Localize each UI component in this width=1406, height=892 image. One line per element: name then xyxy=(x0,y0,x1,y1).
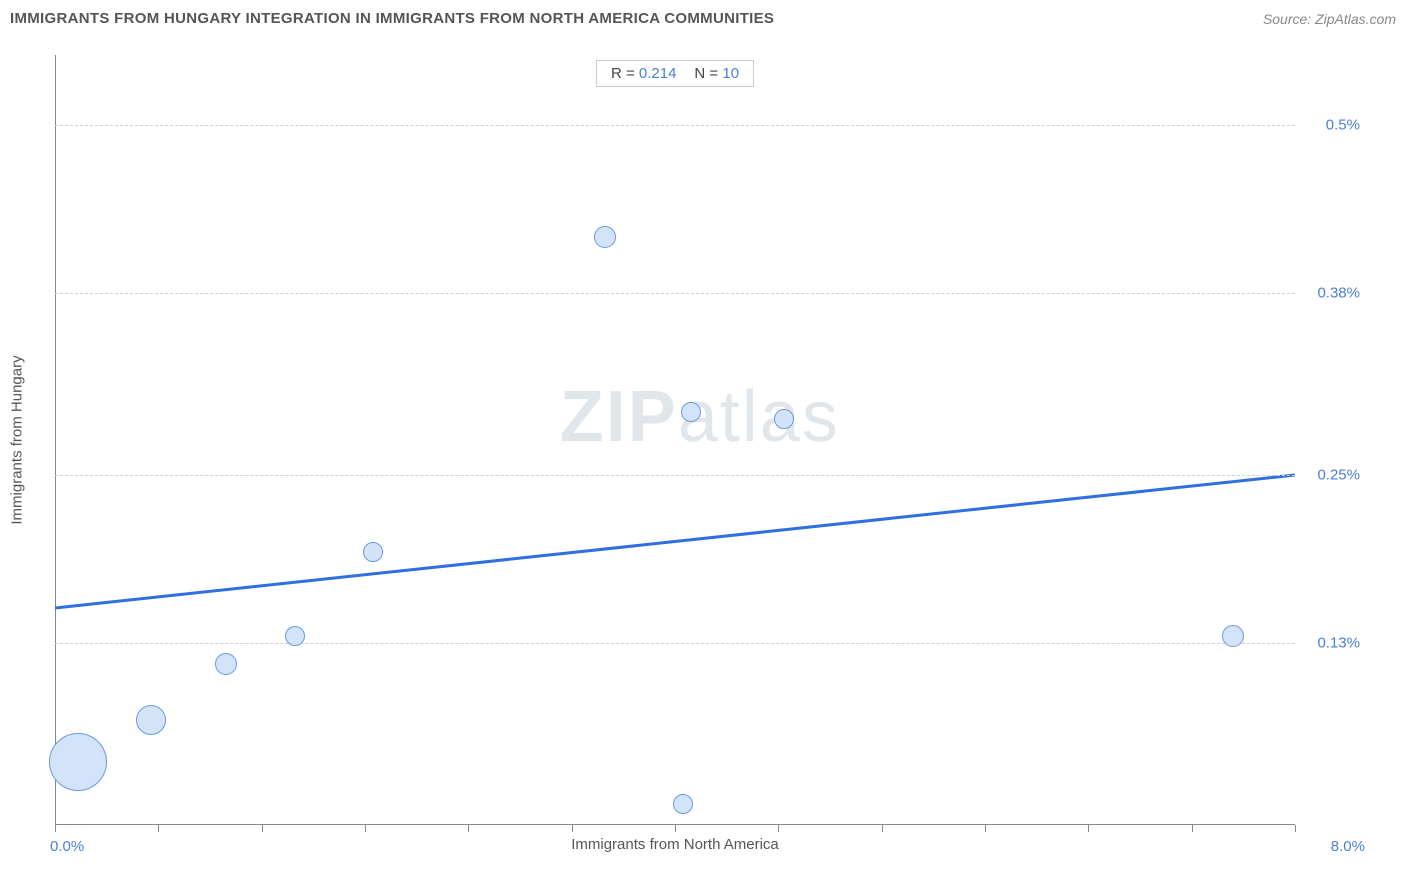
x-tick xyxy=(1192,825,1193,832)
x-tick xyxy=(882,825,883,832)
trendline xyxy=(55,55,1295,825)
watermark-bold: ZIP xyxy=(560,377,678,457)
gridline xyxy=(55,643,1295,644)
x-max-label: 8.0% xyxy=(1331,838,1365,855)
gridline xyxy=(55,293,1295,294)
x-tick xyxy=(55,825,56,832)
y-axis-line xyxy=(55,55,56,825)
x-tick xyxy=(572,825,573,832)
chart-header: IMMIGRANTS FROM HUNGARY INTEGRATION IN I… xyxy=(10,10,1396,27)
chart-area: ZIPatlas R = 0.214 N = 10 0.13%0.25%0.38… xyxy=(55,55,1295,825)
data-point xyxy=(136,705,166,735)
x-tick xyxy=(365,825,366,832)
watermark: ZIPatlas xyxy=(560,376,840,458)
x-min-label: 0.0% xyxy=(50,838,84,855)
r-stat: R = 0.214 xyxy=(611,65,676,82)
x-tick xyxy=(1295,825,1296,832)
y-tick-label: 0.25% xyxy=(1300,467,1360,484)
y-tick-label: 0.38% xyxy=(1300,285,1360,302)
y-tick-label: 0.13% xyxy=(1300,635,1360,652)
n-label: N = xyxy=(694,65,718,82)
trend-line xyxy=(55,475,1295,608)
x-tick xyxy=(158,825,159,832)
data-point xyxy=(215,653,237,675)
data-point xyxy=(1222,625,1244,647)
data-point xyxy=(285,626,305,646)
data-point xyxy=(681,402,701,422)
r-value: 0.214 xyxy=(639,65,677,82)
stats-box: R = 0.214 N = 10 xyxy=(596,60,754,87)
x-tick xyxy=(468,825,469,832)
n-value: 10 xyxy=(722,65,739,82)
x-tick xyxy=(675,825,676,832)
data-point xyxy=(49,733,107,791)
x-tick xyxy=(1088,825,1089,832)
watermark-rest: atlas xyxy=(678,377,840,457)
data-point xyxy=(594,226,616,248)
x-tick xyxy=(985,825,986,832)
y-tick-label: 0.5% xyxy=(1300,117,1360,134)
n-stat: N = 10 xyxy=(694,65,739,82)
x-axis-label: Immigrants from North America xyxy=(571,836,779,853)
x-tick xyxy=(778,825,779,832)
y-axis-label: Immigrants from Hungary xyxy=(9,355,26,524)
chart-source: Source: ZipAtlas.com xyxy=(1263,11,1396,27)
data-point xyxy=(363,542,383,562)
data-point xyxy=(774,409,794,429)
gridline xyxy=(55,475,1295,476)
plot-region: ZIPatlas R = 0.214 N = 10 0.13%0.25%0.38… xyxy=(55,55,1295,825)
data-point xyxy=(673,794,693,814)
r-label: R = xyxy=(611,65,635,82)
gridline xyxy=(55,125,1295,126)
chart-title: IMMIGRANTS FROM HUNGARY INTEGRATION IN I… xyxy=(10,10,774,27)
x-tick xyxy=(262,825,263,832)
